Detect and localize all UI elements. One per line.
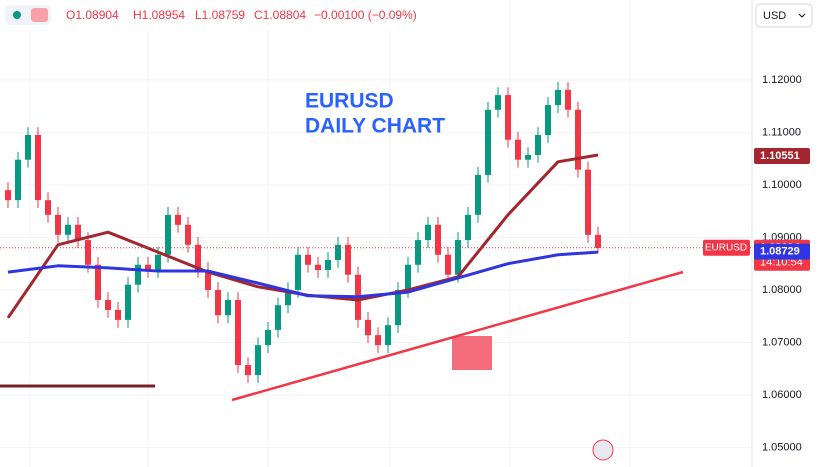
highlight-box	[452, 336, 492, 370]
y-tick-label: 1.07000	[762, 336, 802, 348]
candle-body	[555, 89, 561, 106]
candle-body	[525, 154, 531, 160]
change: −0.00100 (−0.09%)	[314, 8, 417, 22]
candle-body	[565, 89, 571, 110]
high: H1.08954	[133, 8, 185, 22]
candle-body	[155, 254, 161, 271]
candle-body	[15, 159, 21, 201]
candle-body	[65, 224, 71, 235]
candle-body	[185, 224, 191, 245]
dropdown-arrow	[798, 13, 806, 18]
y-tick-label: 1.10000	[762, 179, 802, 191]
price-axis	[752, 0, 824, 467]
candle-body	[165, 214, 171, 255]
price-label: 1.10551	[760, 150, 800, 162]
candle-body	[595, 234, 601, 248]
candle-body	[25, 135, 31, 160]
candle-body	[135, 264, 141, 285]
price-badge	[754, 147, 810, 164]
candle-body	[515, 139, 521, 160]
price-badge	[754, 243, 810, 260]
chart-subtitle: DAILY CHART	[305, 115, 445, 138]
header-bg	[0, 0, 440, 30]
candle-body	[285, 289, 291, 306]
wave-icon	[31, 8, 48, 22]
candle-body	[205, 270, 211, 290]
candle-body	[535, 135, 541, 155]
plot	[0, 81, 752, 383]
candle-body	[435, 224, 441, 255]
candle-body	[265, 329, 271, 346]
price-axis-labels: 1.050001.060001.070001.080001.090001.100…	[762, 74, 802, 454]
moving-average	[7, 250, 599, 299]
candle-body	[415, 240, 421, 265]
candle-body	[465, 214, 471, 241]
candle-body	[305, 254, 311, 265]
candle-body	[255, 345, 261, 376]
candle-body	[85, 240, 91, 265]
candle-body	[105, 299, 111, 310]
candle-body	[445, 254, 451, 275]
candle-body	[125, 284, 131, 320]
candle-body	[35, 135, 41, 201]
candle-body	[315, 264, 321, 271]
candle-body	[145, 264, 151, 271]
candle-body	[225, 299, 231, 316]
candle-body	[275, 305, 281, 330]
currency: USD	[763, 10, 786, 22]
candle-body	[235, 299, 241, 366]
chart-title: EURUSD	[305, 90, 394, 113]
candle-body	[425, 224, 431, 241]
candle-body	[495, 95, 501, 110]
event-flag[interactable]	[592, 439, 614, 461]
candle-body	[215, 289, 221, 316]
candle-body	[575, 109, 581, 170]
y-tick-label: 1.05000	[762, 441, 802, 453]
candle-body	[405, 264, 411, 290]
low: L1.08759	[195, 8, 245, 22]
y-tick-label: 1.06000	[762, 389, 802, 401]
candle-body	[75, 224, 81, 241]
candle-body	[375, 335, 381, 346]
candle-body	[325, 260, 331, 271]
candle-body	[335, 244, 341, 261]
candle-body	[395, 289, 401, 326]
y-tick-label: 1.08000	[762, 284, 802, 296]
candle-body	[195, 244, 201, 271]
candle-body	[45, 200, 51, 215]
candle-body	[245, 365, 251, 376]
candle-body	[585, 169, 591, 235]
candle-body	[5, 190, 11, 201]
price-label: 1.08729	[760, 246, 800, 258]
candle-body	[175, 214, 181, 225]
candle-body	[455, 240, 461, 275]
y-tick-label: 1.12000	[762, 74, 802, 86]
candle-body	[545, 105, 551, 136]
open: O1.08904	[66, 8, 119, 22]
candle-body	[55, 214, 61, 235]
status-dot	[13, 11, 21, 19]
symbol-badge	[703, 239, 750, 256]
currency-dropdown[interactable]	[755, 3, 813, 28]
candle-body	[475, 174, 481, 215]
symbol-label: EURUSD	[705, 242, 747, 253]
y-tick-label: 1.11000	[762, 126, 801, 138]
candle-body	[115, 309, 121, 320]
candle-body	[505, 95, 511, 140]
candle-body	[295, 254, 301, 290]
candle-body	[365, 319, 371, 336]
candle-body	[485, 109, 491, 175]
candle-body	[345, 244, 351, 275]
close: C1.08804	[254, 8, 306, 22]
candle-body	[385, 325, 391, 346]
trend-line	[231, 270, 684, 402]
candle-body	[95, 264, 101, 300]
